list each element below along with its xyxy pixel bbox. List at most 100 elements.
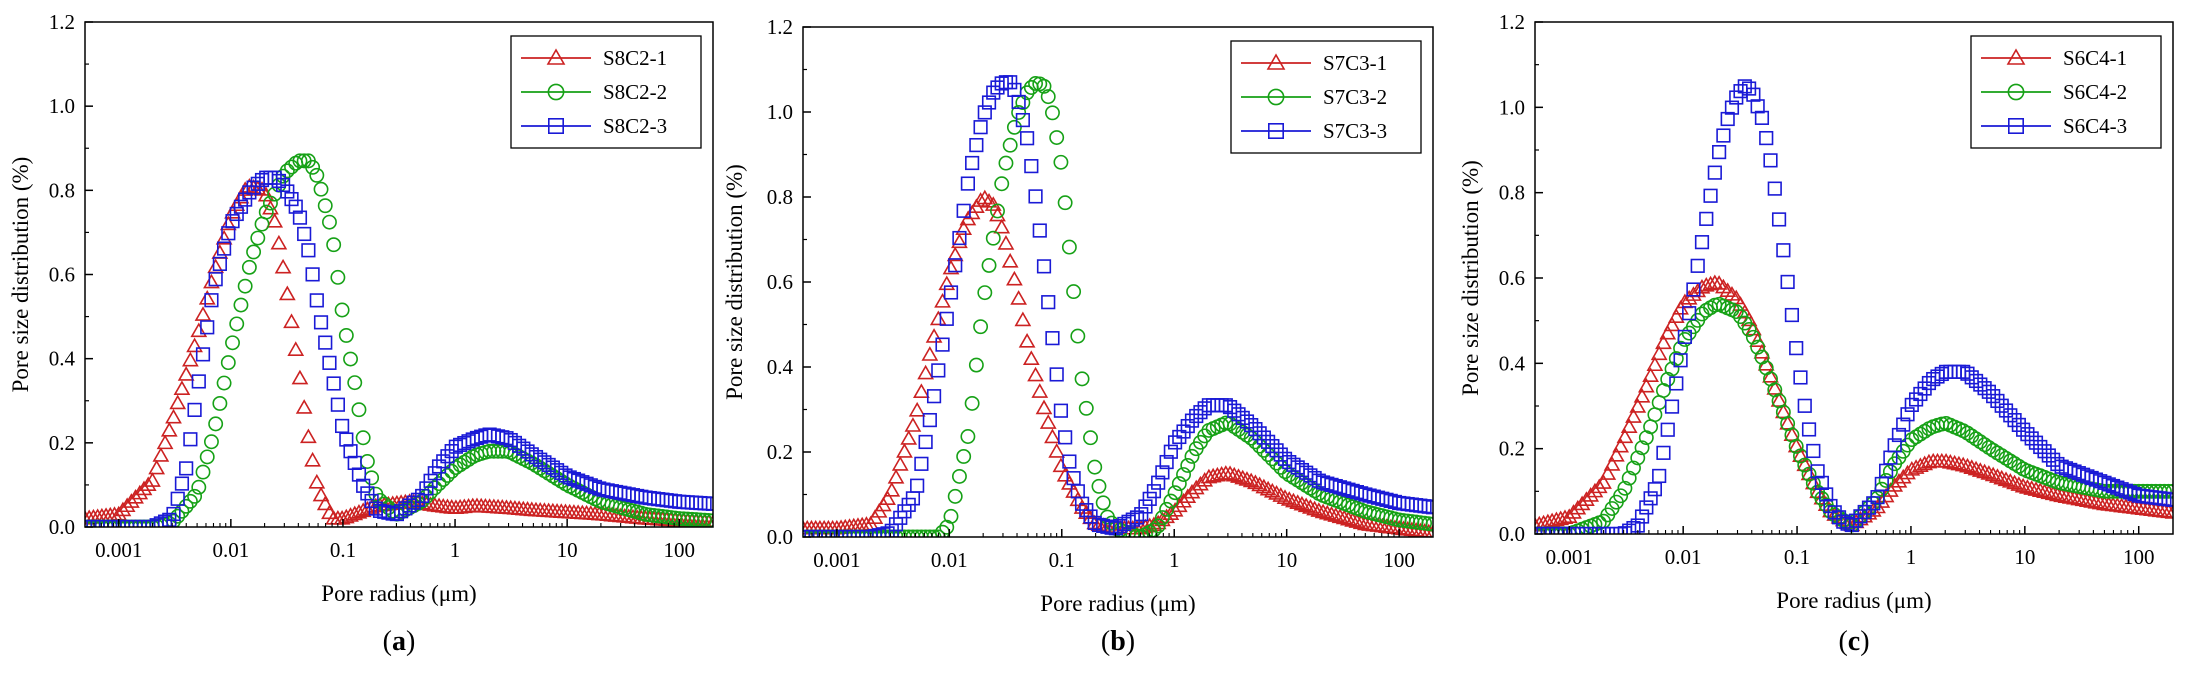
data-point (2041, 448, 2056, 463)
data-point (946, 246, 964, 262)
data-point (1590, 478, 1608, 494)
x-axis-label: Pore radius (μm) (1776, 588, 1931, 613)
data-point (1196, 471, 1214, 487)
data-point (1227, 403, 1242, 418)
data-point (423, 473, 438, 488)
data-point (1612, 437, 1630, 453)
data-point (157, 514, 173, 527)
data-point (1634, 509, 1650, 524)
data-point (1413, 498, 1428, 513)
data-point (144, 472, 161, 487)
data-point (1225, 466, 1243, 482)
legend: S8C2-1 S8C2-2 S8C2-3 (510, 35, 702, 149)
data-point (1056, 466, 1074, 482)
data-point (1908, 429, 1924, 445)
data-point (956, 449, 972, 464)
data-point (1285, 492, 1302, 508)
x-tick-label: 0.001 (1546, 545, 1593, 569)
data-point (672, 494, 687, 509)
data-point (2002, 453, 2018, 469)
data-point (169, 394, 187, 410)
data-point (215, 229, 233, 245)
data-point (1660, 371, 1676, 387)
data-point (364, 493, 379, 509)
data-point (431, 459, 447, 474)
data-point (1622, 523, 1637, 534)
data-point (1018, 332, 1036, 348)
data-point (338, 327, 354, 343)
data-point (1642, 367, 1659, 383)
data-point (1276, 489, 1294, 504)
y-tick-label: 0.0 (767, 525, 793, 549)
data-point (960, 429, 976, 444)
data-point (2011, 458, 2027, 474)
x-tick-label: 0.001 (95, 538, 142, 562)
data-point (1762, 367, 1779, 383)
data-point (667, 494, 683, 509)
data-point (1187, 479, 1205, 495)
data-point (1213, 465, 1230, 481)
series-S8C2-3 (85, 170, 713, 527)
data-point (1134, 507, 1149, 522)
data-point (156, 434, 174, 450)
x-axis-label: Pore radius (μm) (1040, 591, 1195, 616)
data-point (305, 267, 320, 282)
data-point (1954, 456, 1972, 472)
data-point (170, 491, 185, 506)
data-point (1801, 466, 1817, 482)
data-point (1737, 79, 1752, 94)
data-point (913, 383, 930, 398)
data-point (1556, 509, 1574, 525)
data-point (208, 272, 223, 287)
data-point (701, 512, 713, 527)
data-point (863, 529, 878, 537)
data-point (1011, 105, 1027, 120)
data-point (1998, 450, 2014, 466)
data-point (355, 430, 371, 446)
data-point (208, 416, 224, 432)
data-point (1659, 324, 1677, 340)
data-point (1022, 350, 1040, 366)
data-point (1045, 105, 1060, 121)
data-point (1011, 94, 1026, 110)
data-point (224, 203, 241, 219)
data-point (1299, 465, 1314, 480)
data-point (1694, 235, 1710, 250)
data-point (926, 389, 942, 404)
data-point (1090, 516, 1108, 532)
data-point (1151, 475, 1166, 490)
data-point (313, 181, 329, 197)
data-point (1669, 376, 1684, 391)
data-point (689, 495, 704, 510)
data-point (533, 452, 548, 467)
data-point (1941, 453, 1959, 469)
data-point (135, 480, 153, 496)
data-point (1770, 392, 1788, 407)
data-point (267, 170, 282, 185)
data-point (145, 519, 160, 527)
data-point (1660, 422, 1675, 437)
data-point (2007, 456, 2023, 472)
data-point (1044, 428, 1061, 444)
x-tick-label: 0.1 (1049, 548, 1075, 572)
data-point (195, 464, 211, 480)
legend-marker (2008, 118, 2025, 135)
data-point (1176, 424, 1191, 439)
data-point (1261, 434, 1276, 449)
data-point (233, 297, 249, 313)
y-axis-label: Pore size distribution (%) (8, 157, 33, 393)
data-point (160, 421, 178, 437)
data-point (1989, 445, 2005, 461)
data-point (1800, 465, 1818, 481)
data-point (216, 375, 232, 391)
data-point (1973, 377, 1988, 392)
data-point (237, 278, 253, 294)
data-point (1959, 457, 1976, 473)
legend-label: S8C2-3 (603, 114, 667, 138)
data-point (1971, 462, 1989, 477)
data-point (2028, 435, 2044, 450)
data-point (1647, 482, 1662, 497)
data-point (1078, 400, 1094, 416)
data-point (1626, 460, 1641, 476)
data-point (1904, 397, 1919, 412)
